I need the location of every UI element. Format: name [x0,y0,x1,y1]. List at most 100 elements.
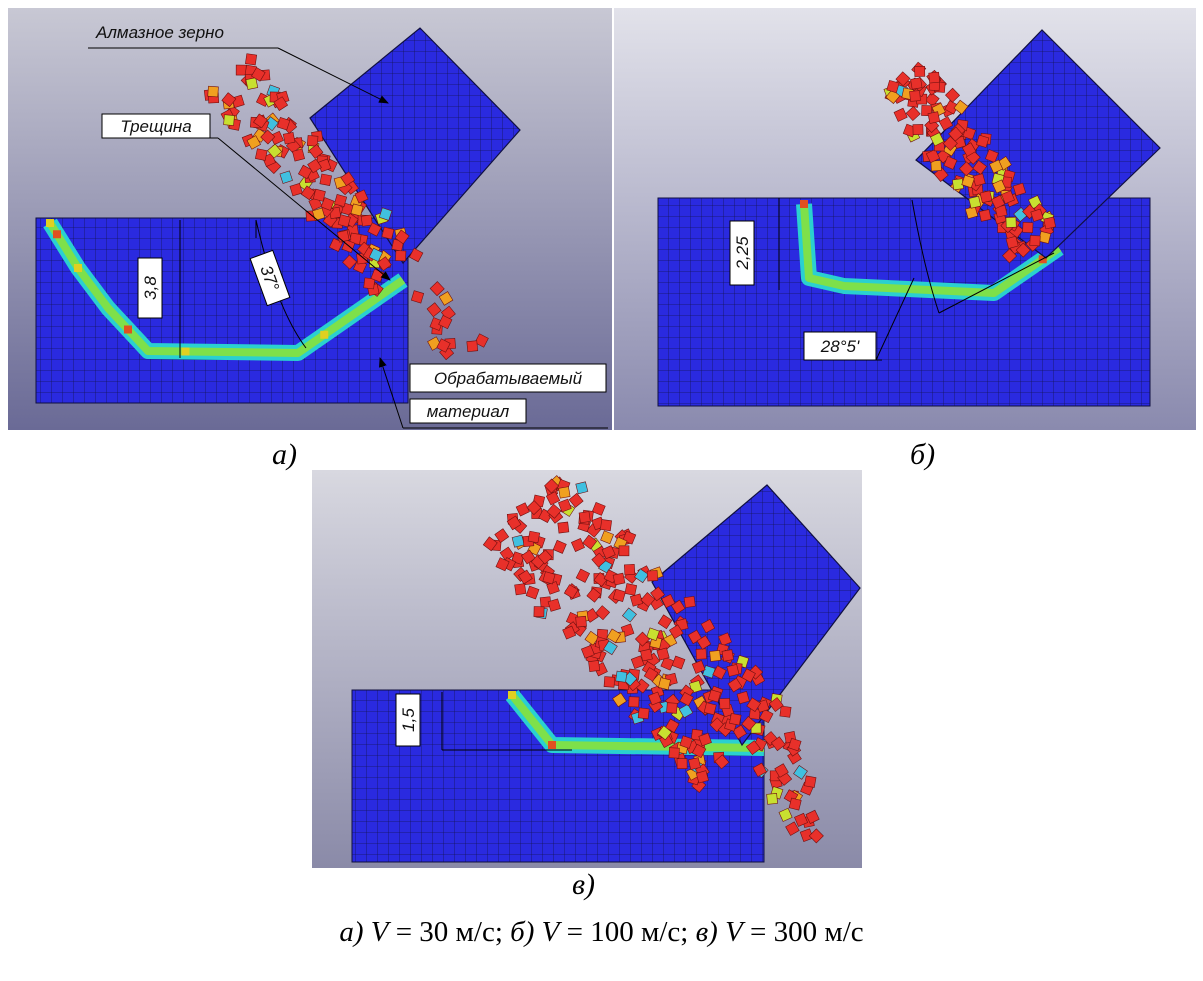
chip [579,512,590,523]
damaged-cell [46,219,54,227]
page: Алмазное зерноТрещина3,837°Обрабатываемы… [0,0,1203,981]
damaged-cell [800,200,808,208]
chip [767,793,778,804]
chip [313,189,325,201]
chip [600,519,611,530]
chip [292,149,304,161]
chip [1006,236,1018,248]
chip [576,482,588,494]
caption-var: V [725,916,743,948]
chip [338,215,350,227]
chip [382,227,394,239]
caption-label: а) [339,916,363,948]
chip [1044,217,1056,229]
chip [915,66,925,76]
annotation: 1,5 [399,708,418,732]
chip [589,660,600,671]
chip [528,531,540,543]
chip [515,584,526,595]
chip [224,115,235,126]
label-box: Трещина [102,114,210,138]
chip [512,535,524,547]
chip [969,196,981,208]
chip [245,54,256,65]
chip [1006,217,1016,227]
chip [641,649,653,661]
chip [255,149,267,161]
chip [629,697,639,707]
panel-b: 2,25 28°5' [614,8,1196,430]
chip [710,650,721,661]
chip [727,664,739,676]
chip [696,649,707,660]
caption-text: = 100 м/с; [567,916,689,948]
chip [973,174,985,186]
damaged-cell [53,230,61,238]
chip [337,230,349,242]
chip [979,210,991,222]
caption-label: в) [696,916,718,948]
caption-var: V [542,916,560,948]
label-box: 2,25 [730,221,754,285]
chip [619,546,629,556]
chip [467,341,478,352]
caption-text: = 30 м/с; [396,916,503,948]
caption-label: б) [510,916,534,948]
damaged-cell [548,741,556,749]
chip [669,748,680,759]
annotation: 3,8 [141,276,160,300]
chip [684,596,695,607]
chip [613,573,625,585]
label-box: Обрабатываемый [410,364,606,392]
annotation: Обрабатываемый [434,369,583,388]
caption-var: V [371,916,389,948]
annotation: 2,25 [733,236,752,271]
annotation: 28°5' [820,337,860,356]
damaged-cell [124,326,132,334]
chip [534,607,544,617]
chip [720,698,730,708]
chip [928,112,940,124]
caption-text: = 300 м/с [750,916,864,948]
chip [667,703,678,714]
chip [351,204,363,216]
chip [780,706,791,717]
damaged-cell [182,348,190,356]
chip [913,124,923,134]
chip [638,708,649,719]
chip [910,91,921,102]
panel-a: Алмазное зерноТрещина3,837°Обрабатываемы… [8,8,612,430]
chip [1023,222,1033,232]
caption: а) V = 30 м/с; б) V = 100 м/с; в) V = 30… [0,916,1203,949]
chip [688,758,700,770]
damaged-cell [74,264,82,272]
chip [624,564,635,575]
chip [320,174,332,186]
panel-label: а) [272,438,297,472]
panel-c: 1,5 [312,470,862,868]
chip [911,78,922,89]
label-box: 1,5 [396,694,420,746]
chip [729,713,741,725]
chip [677,759,687,769]
chip [722,650,734,662]
chip [658,678,670,690]
chip [558,522,569,533]
chip [980,191,992,203]
label-box: 28°5' [804,332,876,360]
chip [789,798,801,810]
annotation: Трещина [120,117,191,136]
label-box: 3,8 [138,258,162,318]
chip [559,487,571,499]
chip [625,584,637,596]
chip [246,78,258,90]
chip [576,616,587,627]
chip [804,776,816,788]
chip [236,65,246,75]
annotation: материал [427,402,510,421]
chip [647,570,658,581]
chip [283,132,295,144]
chip [395,251,405,261]
chip [704,703,716,715]
chip [361,215,372,226]
